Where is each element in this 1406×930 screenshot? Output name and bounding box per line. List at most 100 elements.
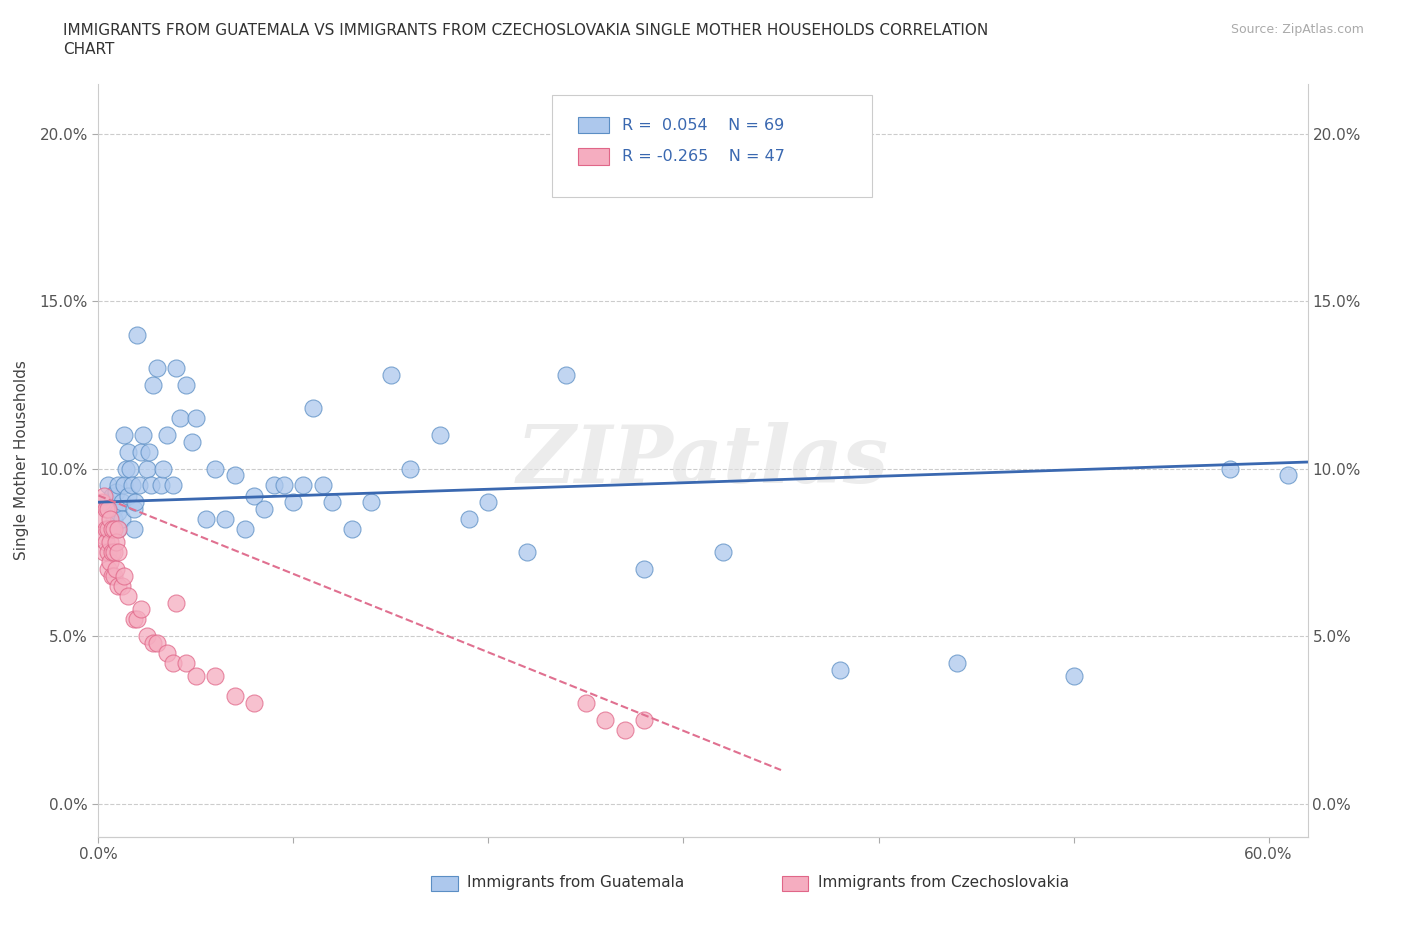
Text: Source: ZipAtlas.com: Source: ZipAtlas.com (1230, 23, 1364, 36)
Point (107, 505, 129, 520)
Point (516, 545, 538, 560)
Point (146, 361, 169, 376)
Point (1063, 669, 1085, 684)
Point (263, 478, 285, 493)
Point (118, 461, 141, 476)
Point (98, 555, 121, 570)
Point (233, 522, 256, 537)
Point (136, 629, 159, 644)
Point (121, 478, 143, 493)
Point (93, 545, 115, 560)
Point (122, 522, 145, 537)
Point (112, 428, 135, 443)
Point (149, 478, 172, 493)
Point (111, 578, 134, 593)
Point (91, 495, 114, 510)
Point (429, 428, 451, 443)
Point (103, 522, 125, 537)
Point (142, 635, 165, 650)
Text: Immigrants from Czechoslovakia: Immigrants from Czechoslovakia (818, 875, 1069, 890)
Point (711, 545, 734, 560)
Point (156, 645, 179, 660)
Point (458, 512, 481, 526)
Point (136, 461, 159, 476)
Point (107, 545, 129, 560)
Point (184, 669, 207, 684)
Point (101, 545, 124, 560)
Point (633, 562, 655, 577)
Point (91, 512, 114, 526)
Point (112, 568, 135, 583)
Point (146, 635, 169, 650)
Point (104, 535, 127, 550)
Point (107, 522, 129, 537)
Point (111, 495, 134, 510)
Point (111, 512, 134, 526)
Point (124, 495, 146, 510)
Text: CHART: CHART (63, 42, 115, 57)
Point (224, 468, 246, 483)
Point (312, 478, 335, 493)
Point (97, 562, 120, 577)
Point (828, 662, 851, 677)
Point (96, 522, 118, 537)
Point (138, 445, 160, 459)
Point (128, 478, 150, 493)
Point (380, 367, 402, 382)
Point (93, 488, 115, 503)
Point (302, 401, 325, 416)
Point (101, 568, 124, 583)
Point (97, 522, 120, 537)
Point (945, 656, 967, 671)
Point (181, 434, 204, 449)
Point (214, 512, 236, 526)
Point (555, 367, 578, 382)
Point (97, 478, 120, 493)
Point (169, 411, 191, 426)
Point (117, 445, 139, 459)
Point (204, 669, 226, 684)
Point (131, 445, 153, 459)
Point (114, 461, 136, 476)
Point (156, 428, 179, 443)
Point (131, 602, 153, 617)
Bar (578, 149, 609, 165)
Text: Immigrants from Guatemala: Immigrants from Guatemala (467, 875, 685, 890)
Point (96, 535, 118, 550)
Point (97, 501, 120, 516)
Point (360, 495, 382, 510)
Point (127, 612, 149, 627)
Point (162, 656, 184, 671)
Point (174, 378, 197, 392)
Text: R = -0.265    N = 47: R = -0.265 N = 47 (621, 150, 785, 165)
Point (399, 461, 422, 476)
Point (1219, 461, 1241, 476)
Point (614, 723, 637, 737)
Point (98, 535, 121, 550)
Point (165, 595, 187, 610)
Point (243, 696, 266, 711)
Point (93, 528, 115, 543)
Point (139, 478, 162, 493)
Point (107, 478, 129, 493)
Point (101, 522, 124, 537)
Point (104, 562, 127, 577)
Point (112, 478, 135, 493)
Point (273, 478, 295, 493)
Point (194, 512, 217, 526)
Point (1277, 468, 1299, 483)
Point (103, 501, 125, 516)
Point (122, 501, 145, 516)
Point (98, 512, 121, 526)
Point (122, 612, 145, 627)
FancyBboxPatch shape (551, 95, 872, 197)
Point (103, 512, 125, 526)
Point (224, 689, 246, 704)
Point (104, 485, 127, 499)
Point (575, 696, 598, 711)
Point (117, 589, 139, 604)
Point (103, 568, 125, 583)
Point (96, 501, 118, 516)
Point (117, 488, 139, 503)
Point (340, 522, 363, 537)
